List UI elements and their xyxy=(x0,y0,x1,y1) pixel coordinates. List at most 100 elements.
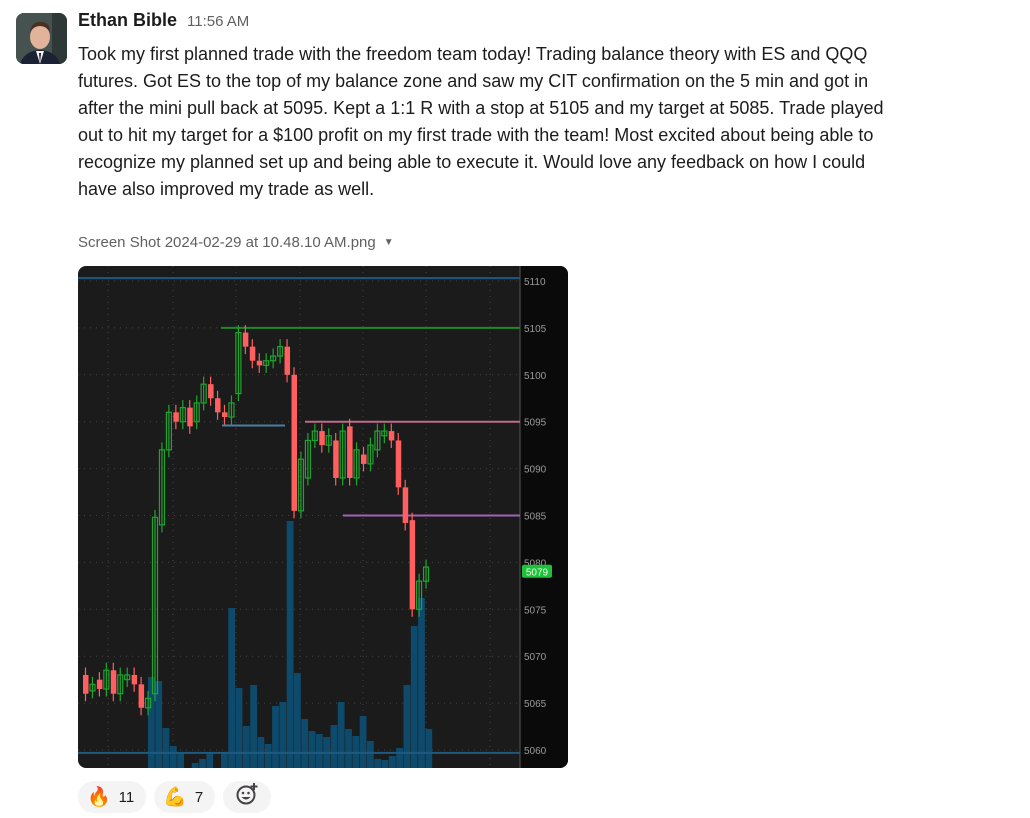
price-tick-label: 5100 xyxy=(524,371,547,382)
message-line: after the mini pull back at 5095. Kept a… xyxy=(78,98,884,118)
candle-body xyxy=(89,683,96,692)
candle-body xyxy=(110,670,117,694)
avatar[interactable] xyxy=(16,13,67,64)
volume-bar xyxy=(337,702,345,768)
price-tick-label: 5090 xyxy=(524,465,547,476)
candle-body xyxy=(165,411,173,451)
author-name[interactable]: Ethan Bible xyxy=(78,10,178,30)
volume-bar xyxy=(228,608,236,768)
candle-body xyxy=(158,449,166,526)
reaction-fire[interactable]: 🔥 11 xyxy=(78,781,147,813)
volume-bar xyxy=(279,702,287,768)
volume-bar xyxy=(177,752,184,768)
add-reaction-button[interactable] xyxy=(223,781,272,813)
candle-body xyxy=(96,679,103,690)
message-line: Took my first planned trade with the fre… xyxy=(78,44,868,64)
reactions-bar: 🔥 11 💪 7 xyxy=(78,781,272,813)
candle-body xyxy=(151,516,159,695)
price-tick-label: 5065 xyxy=(524,699,547,710)
volume-bar xyxy=(221,753,228,768)
candle-body xyxy=(179,407,186,423)
price-tick-label: 5070 xyxy=(524,652,547,663)
candle-body xyxy=(291,374,297,511)
volume-bar xyxy=(301,719,309,768)
candle-body xyxy=(173,412,179,422)
candle-body xyxy=(388,431,395,441)
current-price-badge: 5079 xyxy=(522,564,552,578)
volume-bar xyxy=(410,626,418,768)
candle-body xyxy=(249,346,256,361)
volume-bar xyxy=(242,726,250,768)
message-line: recognize my planned set up and being ab… xyxy=(78,152,866,172)
volume-bar xyxy=(272,706,279,768)
candle-body xyxy=(319,431,325,446)
price-tick-label: 5085 xyxy=(524,512,547,523)
volume-bar xyxy=(155,681,163,768)
candle-body xyxy=(208,384,214,399)
message-line: futures. Got ES to the top of my balance… xyxy=(78,71,869,91)
volume-bar xyxy=(294,673,301,768)
candle-body xyxy=(367,444,374,465)
volume-bar xyxy=(403,685,411,768)
candle-body xyxy=(187,407,193,427)
candle-body xyxy=(256,360,263,366)
candle-body xyxy=(83,674,89,694)
volume-bar xyxy=(367,741,374,768)
volume-bar xyxy=(250,685,257,768)
candle-body xyxy=(416,580,423,610)
caret-down-icon[interactable]: ▼ xyxy=(383,237,394,248)
candle-body xyxy=(304,439,311,479)
price-tick-label: 5095 xyxy=(524,418,547,429)
candle-body xyxy=(353,449,360,479)
candle-body xyxy=(297,458,305,512)
volume-bar xyxy=(315,734,323,768)
volume-bar xyxy=(162,728,170,768)
candle-body xyxy=(381,430,388,437)
price-tick-label: 5075 xyxy=(524,605,547,616)
candle-body xyxy=(235,331,242,395)
candle-body xyxy=(325,435,332,446)
candle-body xyxy=(339,430,346,479)
timestamp[interactable]: 11:56 AM xyxy=(187,13,250,30)
volume-bar xyxy=(264,744,272,768)
volume-bar xyxy=(286,521,294,768)
add-emoji-icon xyxy=(235,782,259,812)
candle-body xyxy=(242,332,249,347)
volume-bar xyxy=(381,760,389,768)
candle-body xyxy=(215,398,221,413)
attachment-filename[interactable]: Screen Shot 2024-02-29 at 10.48.10 AM.pn… xyxy=(78,234,394,251)
message-header: Ethan Bible 11:56 AM xyxy=(78,10,249,31)
volume-bar xyxy=(308,731,316,768)
attachment-image[interactable]: 5110 5105 5100 5095 5090 5085 5080 5075 5070 5065… xyxy=(78,266,568,768)
reaction-muscle[interactable]: 💪 7 xyxy=(154,781,216,813)
volume-bar xyxy=(206,752,214,768)
volume-bar xyxy=(148,677,155,768)
volume-bar xyxy=(396,748,403,768)
volume-bar xyxy=(345,729,352,768)
volume-bar xyxy=(191,763,199,768)
volume-bar xyxy=(425,729,433,768)
candle-body xyxy=(395,440,402,488)
candle-body xyxy=(103,669,110,690)
volume-bar xyxy=(388,756,396,768)
volume-bar xyxy=(359,716,367,768)
fire-icon: 🔥 xyxy=(87,787,111,808)
message-line: have also improved my trade as well. xyxy=(78,179,375,199)
volume-bar xyxy=(235,688,243,768)
candle-body xyxy=(222,412,228,418)
candle-body xyxy=(193,402,200,423)
candle-body xyxy=(409,520,416,610)
svg-text:5079: 5079 xyxy=(526,567,549,578)
candle-body xyxy=(270,355,277,362)
candle-body xyxy=(284,346,291,375)
volume-bar xyxy=(199,759,206,768)
candle-body xyxy=(200,383,207,404)
reaction-count: 11 xyxy=(118,788,135,806)
candle-body xyxy=(138,684,145,708)
price-tick-label: 5080 xyxy=(524,558,547,569)
candle-body xyxy=(347,426,353,478)
volume-bar xyxy=(169,746,177,768)
candle-body xyxy=(228,402,235,418)
volume-bar xyxy=(374,759,382,768)
price-tick-label: 5060 xyxy=(524,746,547,757)
